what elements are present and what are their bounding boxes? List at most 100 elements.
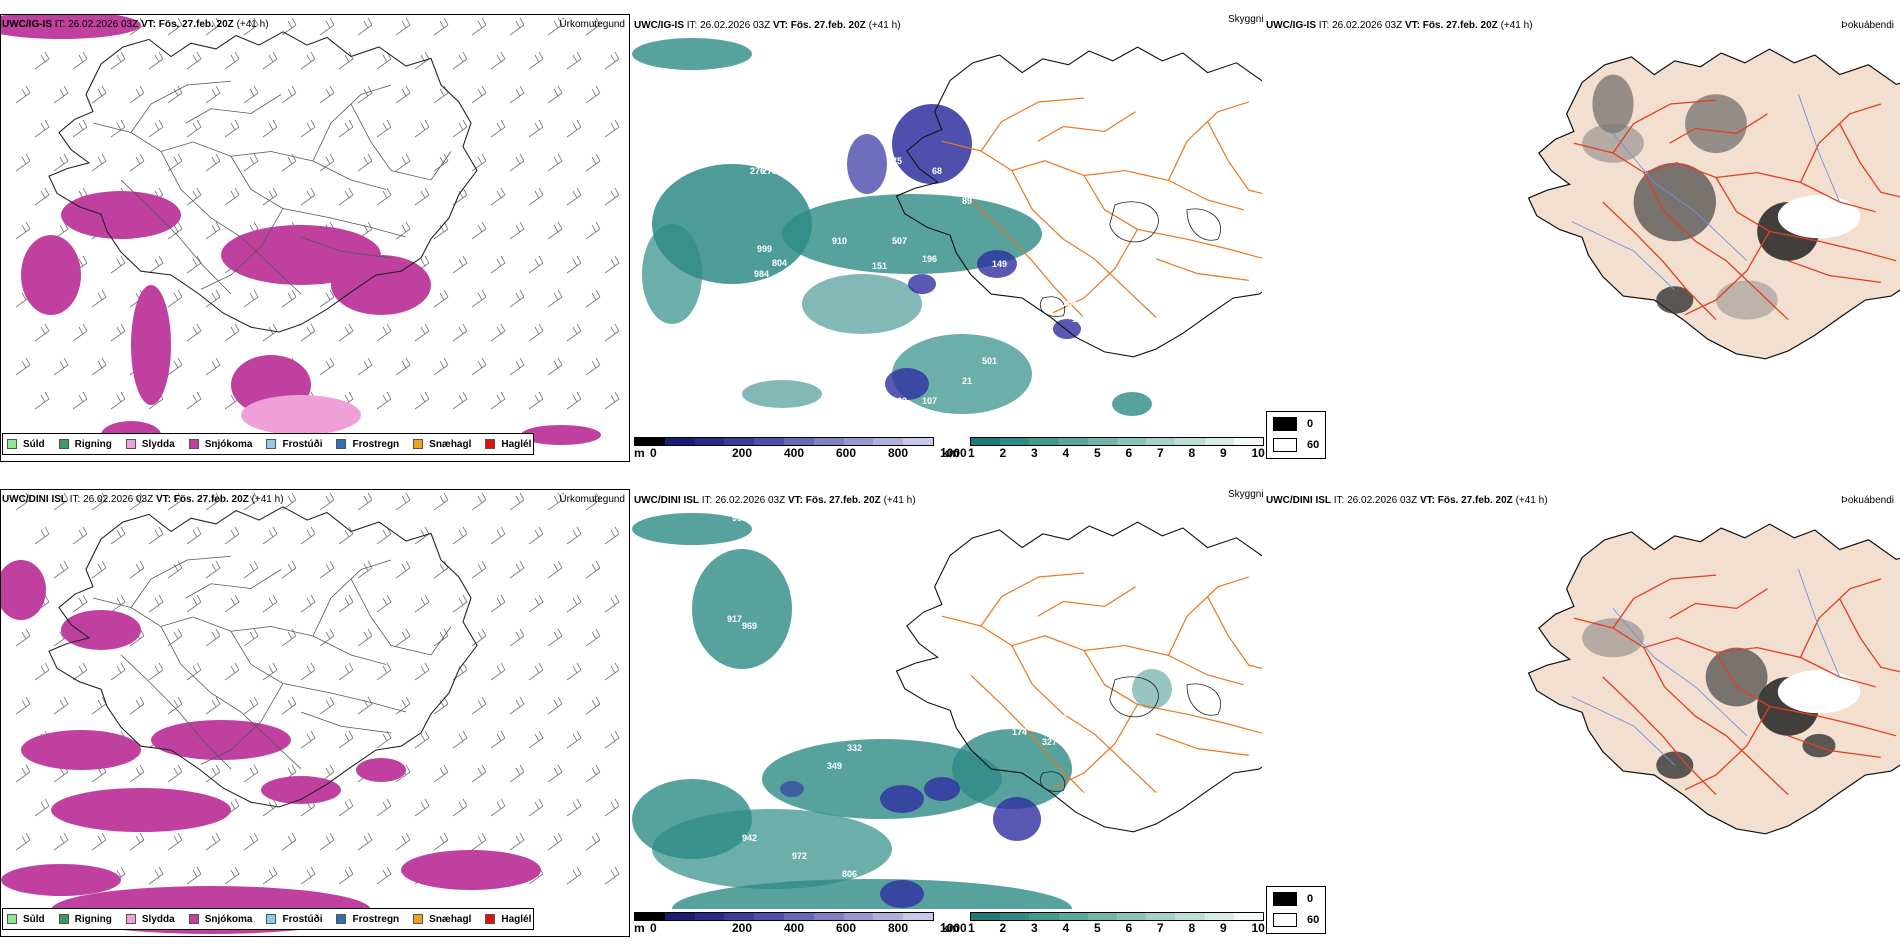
visibility-tick: 2 (999, 921, 1007, 935)
legend-item: Rigning (58, 439, 112, 450)
visibility-value-label: 83 (862, 701, 872, 711)
ceiling-tick: 400 (784, 921, 805, 935)
legend-label: Súld (23, 913, 45, 925)
glacier-outlines (1039, 676, 1221, 792)
forecast-row: Úrkomutegund UWC/IG-IS IT: 26.02.2026 03… (0, 14, 1900, 463)
visibility-value-label: 88 (952, 699, 962, 709)
ceiling-tick: 0 (650, 446, 657, 460)
iceland-coastline (48, 506, 478, 808)
fog-legend: 0 60 (1266, 886, 1326, 934)
visibility-tick: 1 (968, 921, 975, 935)
legend-swatch (485, 914, 496, 924)
fog-title: Þokuábendi (1841, 495, 1894, 506)
visibility-colorbar: km 1 2 3 4 5 6 7 8 9 10 (942, 437, 1265, 463)
visibility-value-label: 972 (792, 851, 807, 861)
legend-item: Frostúði (266, 439, 322, 450)
forecast-offset: (+41 h) (251, 494, 284, 505)
snow-areas (1, 15, 601, 449)
visibility-value-label: 992 (732, 513, 747, 523)
visibility-value-label: 942 (742, 833, 757, 843)
fog-legend-row: 0 (1273, 417, 1313, 431)
legend-swatch (413, 439, 424, 449)
legend-label: Haglél (501, 913, 532, 925)
it-label: IT: (1333, 495, 1345, 506)
ceiling-colorbar: m 0 200 400 600 800 1000 (634, 912, 967, 938)
vt-label: VT: (787, 495, 803, 506)
visibility-value-label: 288 (982, 859, 997, 869)
model-name: UWC/DINI ISL (1266, 495, 1331, 506)
legend-item: Snjókoma (188, 438, 253, 450)
legend-label: Snjókoma (204, 438, 253, 450)
fog-legend-value: 0 (1307, 418, 1314, 430)
fog-areas (1582, 618, 1861, 779)
it-value: 26.02.2026 03Z (700, 20, 771, 31)
ceiling-unit: m (634, 921, 645, 935)
visibility-tick: 5 (1094, 921, 1101, 935)
forecast-offset: (+41 h) (1515, 495, 1548, 506)
visibility-tick: 7 (1157, 921, 1164, 935)
visibility-value-label: 126 (1052, 713, 1067, 723)
fog-legend-value: 60 (1307, 914, 1320, 926)
vt-label: VT: (140, 19, 156, 30)
visibility-unit: km (942, 921, 960, 935)
visibility-value-label: 275 (762, 166, 777, 176)
vt-label: VT: (1419, 495, 1435, 506)
legend-label: Snjókoma (204, 913, 253, 925)
panel-header: UWC/DINI ISL IT: 26.02.2026 03Z VT: Fös.… (1266, 495, 1548, 507)
iceland-coastline (48, 31, 478, 333)
ceiling-tick: 1000 (940, 921, 967, 935)
ceiling-colorbar-strip (634, 912, 934, 921)
fog-index-map (1527, 48, 1900, 360)
visibility-value-label: 326 (1002, 284, 1017, 294)
vt-value: Fös. 27.feb. 20Z (173, 494, 249, 505)
road-network (1573, 99, 1900, 321)
panel-header: UWC/DINI ISL IT: 26.02.2026 03Z VT: Fös.… (2, 494, 284, 506)
legend-swatch (7, 439, 17, 449)
visibility-value-label: 507 (892, 236, 907, 246)
visibility-panel: 992 917 969 118 83 146 88 95 332 349 126 174 327 942 9… (632, 489, 1262, 909)
precip-title: Úrkomutegund (559, 19, 625, 30)
visibility-tick: 7 (1157, 446, 1164, 460)
low-visibility-areas (632, 513, 1172, 909)
panel-header: UWC/IG-IS IT: 26.02.2026 03Z VT: Fös. 27… (1266, 20, 1533, 32)
legend-swatch (125, 914, 136, 924)
legend-swatch (7, 914, 17, 924)
road-network (941, 572, 1262, 794)
iceland-coastline (895, 46, 1262, 358)
visibility-value-label: 205 (952, 311, 967, 321)
fog-areas (1582, 74, 1861, 320)
ceiling-tick: 600 (836, 446, 857, 460)
visibility-tick: 3 (1031, 921, 1038, 935)
legend-label: Frostúði (282, 913, 323, 925)
visibility-value-label: 969 (742, 621, 757, 631)
visibility-value-label: 999 (757, 244, 772, 254)
legend-swatch (413, 914, 424, 924)
precip-title: Úrkomutegund (559, 494, 625, 505)
visibility-tick: 3 (1031, 446, 1038, 460)
visibility-title: Skyggni (1228, 14, 1264, 25)
vt-value: Fös. 27.feb. 20Z (158, 19, 234, 30)
visibility-tick: 9 (1220, 921, 1227, 935)
legend-label: Rigning (74, 913, 112, 925)
visibility-unit: km (942, 446, 960, 460)
fog-index-panel (1264, 14, 1900, 454)
visibility-value-label: 95 (847, 723, 857, 733)
precip-type-map (1, 15, 620, 449)
visibility-tick: 6 (1125, 921, 1133, 935)
legend-item: Frostúði (266, 914, 322, 925)
visibility-value-label: 118 (694, 711, 709, 721)
ceiling-tick: 200 (732, 446, 753, 460)
visibility-value-label: 189 (1072, 314, 1087, 324)
model-name: UWC/IG-IS (634, 20, 684, 31)
fog-index-panel (1264, 489, 1900, 929)
forecast-offset: (+41 h) (236, 19, 269, 30)
legend-item: Rigning (58, 913, 112, 925)
fog-legend-row: 0 (1273, 892, 1313, 906)
it-value: 26.02.2026 03Z (1347, 495, 1418, 506)
legend-swatch (188, 914, 199, 924)
it-value: 26.02.2026 03Z (715, 495, 786, 506)
visibility-tick: 4 (1062, 446, 1070, 460)
